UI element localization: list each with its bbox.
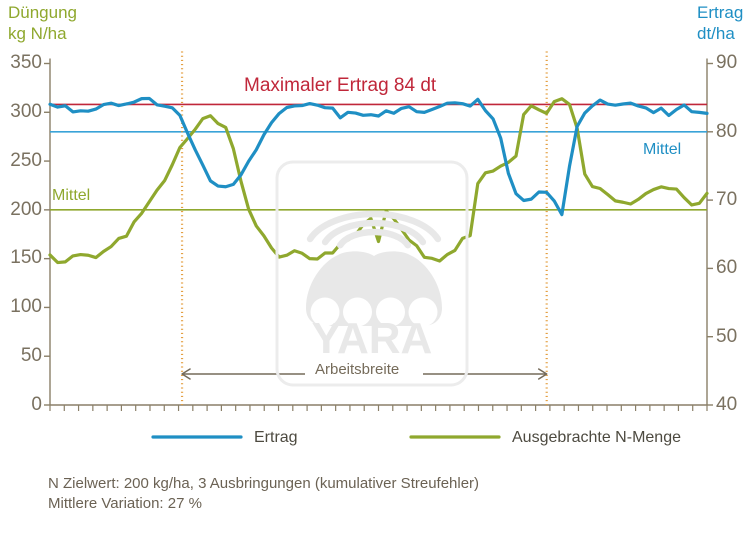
svg-text:YARA: YARA	[312, 314, 433, 363]
